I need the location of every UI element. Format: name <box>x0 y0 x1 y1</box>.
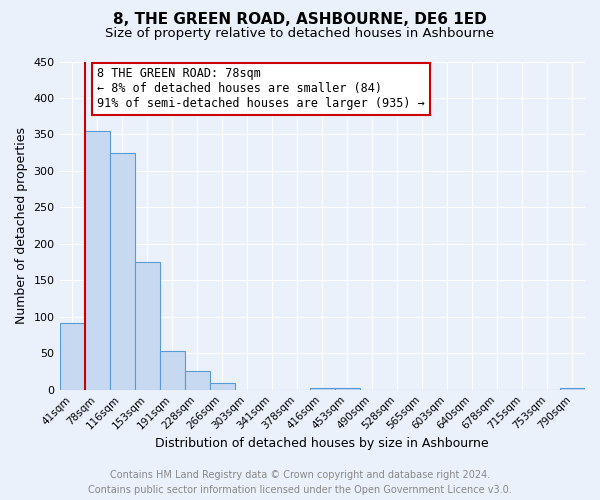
Bar <box>310 388 335 390</box>
Bar <box>185 371 209 390</box>
Bar <box>59 322 85 390</box>
Bar <box>134 262 160 390</box>
Text: Size of property relative to detached houses in Ashbourne: Size of property relative to detached ho… <box>106 28 494 40</box>
Bar <box>110 152 134 390</box>
Y-axis label: Number of detached properties: Number of detached properties <box>15 127 28 324</box>
X-axis label: Distribution of detached houses by size in Ashbourne: Distribution of detached houses by size … <box>155 437 489 450</box>
Bar <box>160 351 185 390</box>
Text: 8 THE GREEN ROAD: 78sqm
← 8% of detached houses are smaller (84)
91% of semi-det: 8 THE GREEN ROAD: 78sqm ← 8% of detached… <box>97 68 425 110</box>
Text: 8, THE GREEN ROAD, ASHBOURNE, DE6 1ED: 8, THE GREEN ROAD, ASHBOURNE, DE6 1ED <box>113 12 487 28</box>
Bar <box>85 131 110 390</box>
Bar <box>335 388 360 390</box>
Text: Contains HM Land Registry data © Crown copyright and database right 2024.
Contai: Contains HM Land Registry data © Crown c… <box>88 470 512 495</box>
Bar <box>209 383 235 390</box>
Bar <box>560 388 585 390</box>
